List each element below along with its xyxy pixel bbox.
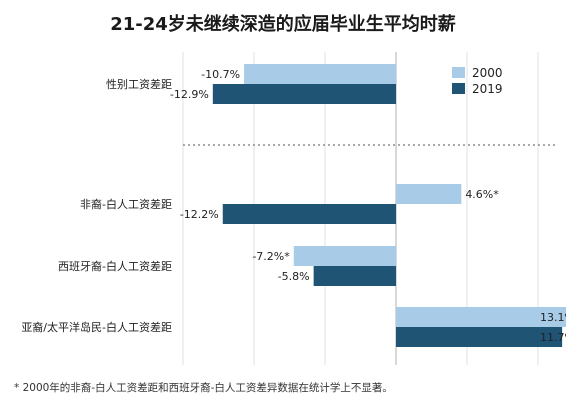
legend-swatch-2000	[452, 67, 465, 78]
category-label: 非裔-白人工资差距	[80, 197, 172, 211]
bar-2019	[222, 204, 396, 224]
data-label: 13.1%	[540, 311, 566, 324]
bar-2019	[212, 84, 396, 104]
category-label: 亚裔/太平洋岛民-白人工资差距	[21, 320, 172, 334]
legend-swatch-2019	[452, 83, 465, 94]
data-label: -12.9%	[170, 88, 209, 101]
bar-2019	[396, 327, 563, 347]
bar-2019	[313, 266, 396, 286]
bar-2000	[293, 246, 396, 266]
data-label: -7.2%*	[252, 250, 290, 263]
category-label: 西班牙裔-白人工资差距	[58, 259, 172, 273]
bar-2000	[396, 184, 462, 204]
data-label: -12.2%	[180, 208, 219, 221]
chart-title: 21-24岁未继续深造的应届毕业生平均时薪	[110, 14, 456, 35]
data-label: 11.7%	[540, 331, 566, 344]
legend-label-2000: 2000	[472, 66, 503, 80]
data-label: 4.6%*	[465, 188, 499, 201]
bar-chart: 性别工资差距 -10.7% -12.9% 非裔-白人工资差距 4.6%* -12.2% 西班…	[21, 52, 566, 365]
bar-2000	[396, 307, 566, 327]
legend-label-2019: 2019	[472, 82, 503, 96]
bar-2000	[244, 64, 396, 84]
chart-footnote: * 2000年的非裔-白人工资差距和西班牙裔-白人工资差异数据在统计学上不显著。	[14, 382, 393, 394]
category-label: 性别工资差距	[106, 77, 172, 91]
data-label: -10.7%	[201, 68, 240, 81]
data-label: -5.8%	[278, 270, 310, 283]
